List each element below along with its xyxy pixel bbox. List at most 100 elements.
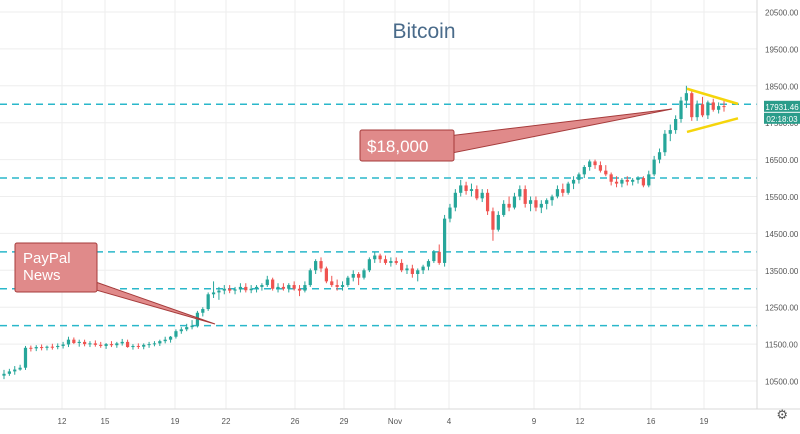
- candle: [657, 148, 662, 164]
- candle: [66, 336, 71, 348]
- candle: [314, 259, 318, 274]
- candle: [534, 196, 538, 212]
- candle-body: [507, 203, 511, 208]
- candle-body: [426, 261, 431, 267]
- candle: [99, 341, 103, 348]
- candle: [528, 196, 533, 212]
- candle: [663, 130, 667, 156]
- x-tick-label: 4: [447, 417, 452, 426]
- candle-body: [453, 192, 457, 208]
- candle-body: [394, 261, 398, 263]
- settings-gear-icon[interactable]: ⚙: [776, 408, 788, 423]
- candle: [281, 283, 286, 291]
- candle-body: [18, 367, 22, 370]
- candle-body: [480, 192, 484, 199]
- candle: [45, 345, 49, 351]
- candle: [287, 283, 291, 293]
- candle-body: [357, 273, 361, 278]
- candle: [442, 214, 447, 267]
- callout-paypal-pointer: [88, 279, 216, 325]
- candle-body: [695, 104, 699, 118]
- grid: [0, 0, 757, 409]
- candle: [614, 176, 619, 188]
- candle-body: [297, 288, 302, 291]
- x-tick-label: 16: [647, 417, 656, 426]
- candle-body: [518, 189, 522, 197]
- candle: [174, 329, 178, 339]
- candle-body: [303, 285, 307, 291]
- callout-paypal-label: News: [23, 267, 61, 284]
- candle-body: [206, 294, 210, 310]
- candle: [480, 189, 484, 203]
- candle-body: [566, 183, 570, 193]
- candle-body: [142, 344, 146, 347]
- callout-18000-label: $18,000: [367, 137, 428, 156]
- candle-body: [604, 170, 608, 175]
- candle: [82, 339, 87, 347]
- y-tick-label: 13500.00: [765, 267, 799, 276]
- candle: [453, 189, 457, 212]
- candle-body: [346, 277, 350, 286]
- candle: [507, 196, 511, 212]
- candle-body: [625, 179, 629, 182]
- candle-body: [464, 185, 468, 191]
- candle-body: [647, 174, 651, 186]
- candle-body: [437, 251, 441, 263]
- y-tick-label: 16500.00: [765, 156, 799, 165]
- candle: [152, 341, 157, 347]
- candle-body: [13, 369, 17, 372]
- candle: [319, 257, 323, 273]
- x-tick-label: 29: [340, 417, 349, 426]
- candle-body: [523, 189, 527, 204]
- x-tick-label: 12: [576, 417, 585, 426]
- candle-body: [588, 161, 592, 167]
- x-tick-label: 15: [101, 417, 110, 426]
- candle-body: [448, 207, 452, 219]
- candle: [410, 264, 414, 278]
- x-tick-label: 22: [222, 417, 231, 426]
- triangle-upper-line: [686, 87, 739, 106]
- triangle-lower-line: [686, 117, 739, 134]
- candle: [464, 181, 468, 195]
- candle: [432, 250, 436, 263]
- candle-body: [34, 347, 38, 349]
- candle-body: [502, 203, 506, 215]
- candle-body: [249, 288, 253, 291]
- candle-body: [185, 327, 189, 330]
- candle: [40, 344, 44, 351]
- x-tick-label: Nov: [388, 417, 402, 426]
- candle-body: [378, 255, 382, 260]
- candle: [7, 368, 11, 376]
- candle: [485, 189, 490, 215]
- candle: [582, 165, 586, 179]
- candle: [340, 281, 345, 291]
- candle-body: [555, 189, 560, 197]
- candle: [620, 178, 624, 188]
- callout-18000-box: [359, 129, 455, 162]
- candle: [324, 266, 328, 284]
- candle: [518, 185, 522, 201]
- candle-body: [271, 279, 275, 289]
- x-tick-label: 19: [700, 417, 709, 426]
- candle: [421, 264, 425, 274]
- candle: [163, 336, 167, 344]
- candle: [722, 100, 726, 112]
- candle-body: [265, 279, 269, 286]
- candle-body: [410, 268, 414, 274]
- candle: [168, 335, 173, 343]
- candle-body: [93, 343, 97, 345]
- candle: [142, 343, 146, 350]
- candle-body: [598, 165, 603, 171]
- candle: [271, 277, 275, 291]
- candle-body: [228, 288, 232, 291]
- callout-paypal-box: [14, 242, 98, 293]
- candle-body: [593, 161, 597, 166]
- candle-body: [104, 344, 108, 346]
- candle-body: [550, 196, 554, 201]
- candle: [93, 340, 97, 347]
- callout-paypal-label: PayPal: [23, 250, 71, 267]
- candle-body: [72, 339, 76, 343]
- candle-body: [308, 270, 312, 286]
- candle-body: [45, 346, 49, 348]
- candle: [367, 257, 371, 273]
